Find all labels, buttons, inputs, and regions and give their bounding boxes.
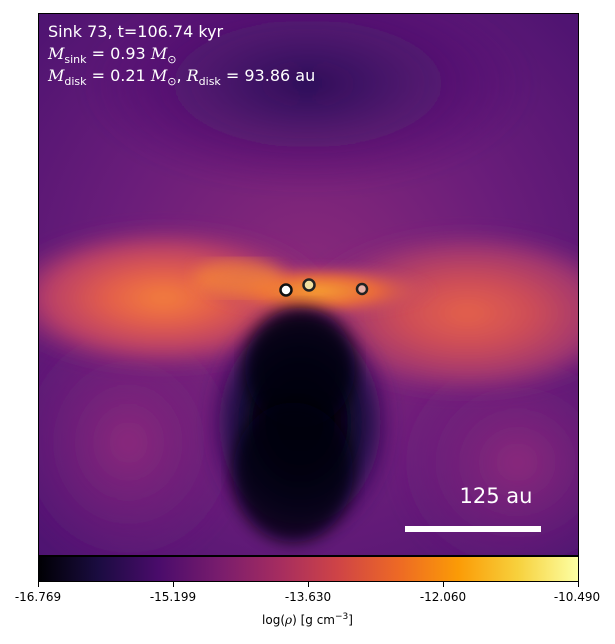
colorbar-tick	[38, 582, 39, 587]
colorbar	[38, 556, 579, 582]
sink-mass-line: Msink = 0.93 M⊙	[48, 44, 177, 66]
colorbar-tick	[308, 582, 309, 587]
colorbar-tick	[578, 582, 579, 587]
density-map-panel: Sink 73, t=106.74 kyr Msink = 0.93 M⊙ Md…	[38, 13, 579, 556]
colorbar-tick	[443, 582, 444, 587]
sink-markers	[279, 278, 369, 297]
colorbar-tick-label: -15.199	[149, 590, 197, 604]
scale-bar	[405, 526, 541, 532]
colorbar-tick	[173, 582, 174, 587]
colorbar-label: log(ρ) [g cm−3]	[262, 612, 353, 627]
disk-properties-line: Mdisk = 0.21 M⊙, Rdisk = 93.86 au	[48, 66, 316, 88]
density-map	[39, 14, 578, 555]
sink-marker	[279, 283, 293, 297]
colorbar-tick-label: -13.630	[284, 590, 332, 604]
sink-marker	[302, 278, 316, 292]
sink-marker	[355, 282, 369, 296]
scale-bar-label: 125 au	[459, 484, 533, 508]
colorbar-tick-label: -12.060	[419, 590, 467, 604]
colorbar-tick-label: -16.769	[14, 590, 62, 604]
colorbar-tick-label: -10.490	[553, 590, 601, 604]
sink-title: Sink 73, t=106.74 kyr	[48, 22, 224, 41]
